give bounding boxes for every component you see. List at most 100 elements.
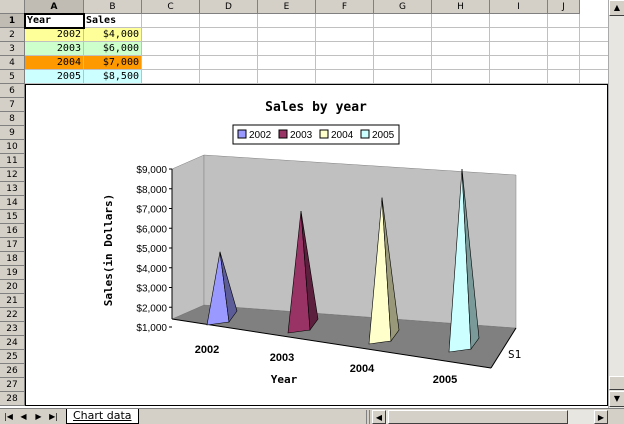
- cell-year[interactable]: 2005: [25, 70, 84, 84]
- sheet-tab-chart-data[interactable]: Chart data: [66, 409, 139, 424]
- header-cell-sales[interactable]: Sales: [84, 14, 142, 28]
- pyramid-side-2002[interactable]: [219, 251, 238, 323]
- row-header[interactable]: 20: [0, 280, 25, 294]
- row-header[interactable]: 18: [0, 252, 25, 266]
- cell-year[interactable]: 2004: [25, 56, 84, 70]
- row-header[interactable]: 22: [0, 308, 25, 322]
- row-header[interactable]: 9: [0, 126, 25, 140]
- row-header[interactable]: 5: [0, 70, 25, 84]
- row-header[interactable]: 24: [0, 336, 25, 350]
- row-header[interactable]: 2: [0, 28, 25, 42]
- y-tick-label: $9,000: [136, 165, 167, 176]
- row-header[interactable]: 26: [0, 364, 25, 378]
- y-tick-label: $7,000: [136, 205, 167, 216]
- row-header[interactable]: 27: [0, 378, 25, 392]
- row-header[interactable]: 23: [0, 322, 25, 336]
- column-header[interactable]: D: [200, 0, 258, 14]
- first-sheet-icon[interactable]: |◀: [4, 412, 13, 421]
- row-header[interactable]: 7: [0, 98, 25, 112]
- grid-line: [25, 69, 608, 70]
- row-header[interactable]: 4: [0, 56, 25, 70]
- x-tick-label: 2004: [350, 363, 375, 375]
- column-header[interactable]: A: [25, 0, 84, 14]
- select-all-corner[interactable]: [0, 0, 25, 14]
- chart-title[interactable]: Sales by year: [265, 100, 367, 115]
- column-header[interactable]: C: [142, 0, 200, 14]
- embedded-chart[interactable]: Sales by year 2002 2003 2004 2005 $1,000 $2,…: [25, 84, 608, 406]
- cell-sales[interactable]: $6,000: [84, 42, 142, 56]
- chart-canvas: Sales by year 2002 2003 2004 2005 $1,000 $2,…: [102, 100, 521, 386]
- cell-sales[interactable]: $7,000: [84, 56, 142, 70]
- active-cell-outline: [24, 13, 85, 29]
- chart-series[interactable]: [206, 168, 480, 353]
- column-header[interactable]: E: [258, 0, 316, 14]
- legend-swatch: [237, 129, 247, 139]
- legend-label: 2005: [372, 130, 395, 141]
- row-header[interactable]: 13: [0, 182, 25, 196]
- cell-year[interactable]: 2003: [25, 42, 84, 56]
- scroll-up-button[interactable]: ▲: [609, 0, 624, 16]
- z-axis-label: S1: [508, 348, 521, 361]
- scroll-down-button[interactable]: ▼: [609, 391, 624, 407]
- column-header[interactable]: J: [548, 0, 580, 14]
- pyramid-side-2005[interactable]: [461, 168, 480, 350]
- legend-label: 2002: [249, 130, 272, 141]
- grid-line: [257, 14, 258, 84]
- column-header[interactable]: G: [374, 0, 432, 14]
- tab-split-handle[interactable]: [366, 410, 370, 424]
- chart-side-wall: [171, 154, 205, 320]
- legend-label: 2004: [331, 130, 354, 141]
- column-header[interactable]: F: [316, 0, 374, 14]
- y-axis-title: Sales(in Dollars): [102, 194, 115, 307]
- x-axis-title: Year: [271, 373, 298, 386]
- row-header[interactable]: 28: [0, 392, 25, 406]
- row-header[interactable]: 12: [0, 168, 25, 182]
- row-header[interactable]: 8: [0, 112, 25, 126]
- scroll-right-button[interactable]: ▶: [594, 410, 608, 424]
- row-header[interactable]: 25: [0, 350, 25, 364]
- x-tick-label: 2003: [270, 352, 294, 364]
- vertical-scrollbar[interactable]: ▲ ▼: [608, 0, 624, 408]
- last-sheet-icon[interactable]: ▶|: [49, 412, 58, 421]
- y-tick-label: $6,000: [136, 224, 167, 235]
- y-tick-label: $4,000: [136, 264, 167, 275]
- row-header[interactable]: 11: [0, 154, 25, 168]
- legend-swatch: [278, 129, 288, 139]
- row-header[interactable]: 1: [0, 14, 25, 28]
- prev-sheet-icon[interactable]: ◀: [20, 412, 27, 421]
- vertical-scroll-thumb[interactable]: [609, 376, 624, 390]
- column-header[interactable]: H: [432, 0, 490, 14]
- grid-line: [25, 41, 608, 42]
- legend-swatch: [360, 129, 370, 139]
- x-axis-labels: 2002 2003 2004 2005: [195, 344, 457, 386]
- grid-line: [25, 83, 608, 84]
- cell-year[interactable]: 2002: [25, 28, 84, 42]
- pyramid-side-2003[interactable]: [300, 210, 319, 331]
- row-header[interactable]: 17: [0, 238, 25, 252]
- grid-line: [431, 14, 432, 84]
- cell-sales[interactable]: $4,000: [84, 28, 142, 42]
- grid-line: [373, 14, 374, 84]
- row-header[interactable]: 3: [0, 42, 25, 56]
- sheet-tab-bar: |◀ ◀ ▶ ▶| Chart data ◀ ▶: [0, 408, 624, 424]
- y-tick-label: $8,000: [136, 185, 167, 196]
- row-header[interactable]: 6: [0, 84, 25, 98]
- cell-sales[interactable]: $8,500: [84, 70, 142, 84]
- row-header[interactable]: 21: [0, 294, 25, 308]
- column-header[interactable]: B: [84, 0, 142, 14]
- row-header[interactable]: 15: [0, 210, 25, 224]
- grid-line: [579, 14, 580, 84]
- row-header[interactable]: 14: [0, 196, 25, 210]
- column-header[interactable]: I: [490, 0, 548, 14]
- horizontal-scrollbar[interactable]: ◀ ▶: [372, 410, 608, 424]
- horizontal-scroll-thumb[interactable]: [388, 410, 568, 424]
- grid-line: [315, 14, 316, 84]
- chart-legend[interactable]: 2002 2003 2004 2005: [232, 124, 400, 145]
- pyramid-side-2004[interactable]: [381, 197, 400, 342]
- next-sheet-icon[interactable]: ▶: [35, 412, 42, 421]
- grid-line: [25, 27, 608, 28]
- scroll-left-button[interactable]: ◀: [372, 410, 386, 424]
- row-header[interactable]: 16: [0, 224, 25, 238]
- row-header[interactable]: 10: [0, 140, 25, 154]
- row-header[interactable]: 19: [0, 266, 25, 280]
